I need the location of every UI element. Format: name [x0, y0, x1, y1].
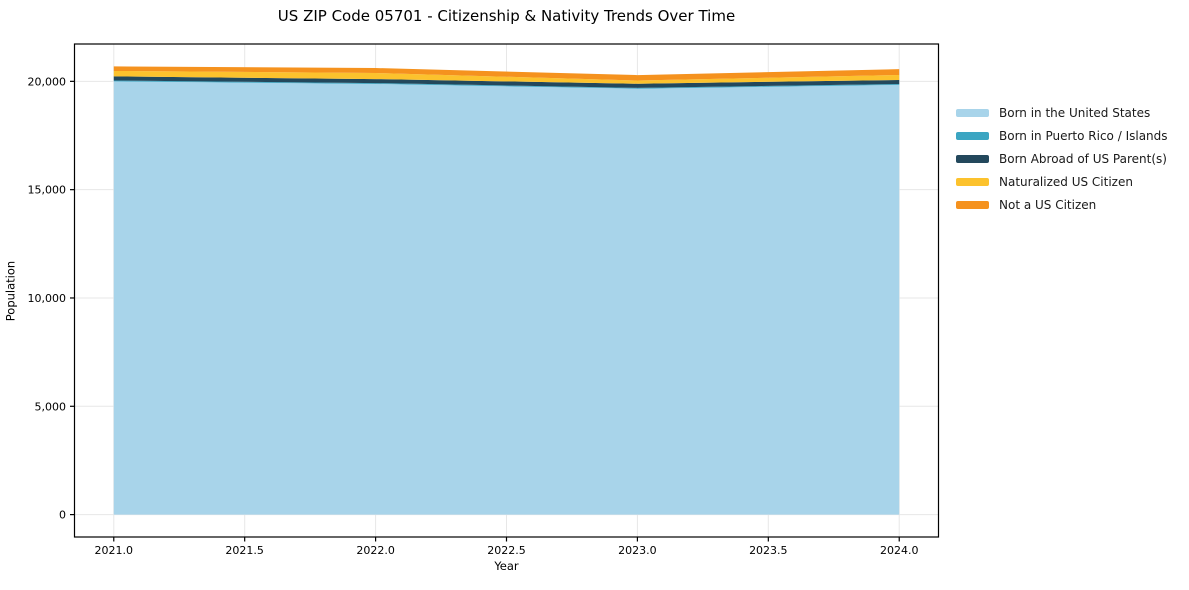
y-tick-label: 15,000 — [28, 184, 67, 197]
series-area-4 — [113, 66, 900, 81]
legend-swatch-icon — [956, 200, 989, 209]
x-tick-label: 2023.5 — [749, 544, 788, 557]
y-tick-label: 10,000 — [28, 292, 67, 305]
legend-label: Born Abroad of US Parent(s) — [999, 151, 1167, 166]
x-tick-label: 2022.5 — [487, 544, 526, 557]
legend-item: Born in Puerto Rico / Islands — [956, 124, 1168, 147]
legend-item: Born Abroad of US Parent(s) — [956, 147, 1168, 170]
x-tick-label: 2021.5 — [225, 544, 264, 557]
legend-swatch-icon — [956, 131, 989, 140]
series-area-1 — [113, 80, 900, 89]
legend-label: Naturalized US Citizen — [999, 174, 1133, 189]
legend-swatch-icon — [956, 154, 989, 163]
legend-label: Born in the United States — [999, 105, 1151, 120]
y-tick-label: 20,000 — [28, 75, 67, 88]
x-axis-label: Year — [494, 559, 519, 573]
legend-swatch-icon — [956, 108, 989, 117]
legend-label: Born in Puerto Rico / Islands — [999, 128, 1168, 143]
series-area-0 — [113, 81, 900, 515]
series-area-3 — [113, 70, 900, 84]
x-tick-label: 2021.0 — [95, 544, 134, 557]
legend: Born in the United States Born in Puerto … — [956, 101, 1168, 216]
y-tick-label: 5,000 — [35, 400, 67, 413]
chart-title: US ZIP Code 05701 - Citizenship & Nativi… — [277, 7, 736, 25]
x-tick-label: 2023.0 — [618, 544, 657, 557]
x-tick-label: 2022.0 — [356, 544, 395, 557]
y-tick-label: 0 — [59, 509, 66, 522]
y-axis-label: Population — [3, 260, 18, 322]
legend-item: Born in the United States — [956, 101, 1168, 124]
legend-item: Not a US Citizen — [956, 193, 1168, 216]
x-tick-label: 2024.0 — [880, 544, 919, 557]
legend-label: Not a US Citizen — [999, 197, 1097, 212]
series-area-2 — [113, 76, 900, 88]
legend-item: Naturalized US Citizen — [956, 170, 1168, 193]
legend-swatch-icon — [956, 177, 989, 186]
